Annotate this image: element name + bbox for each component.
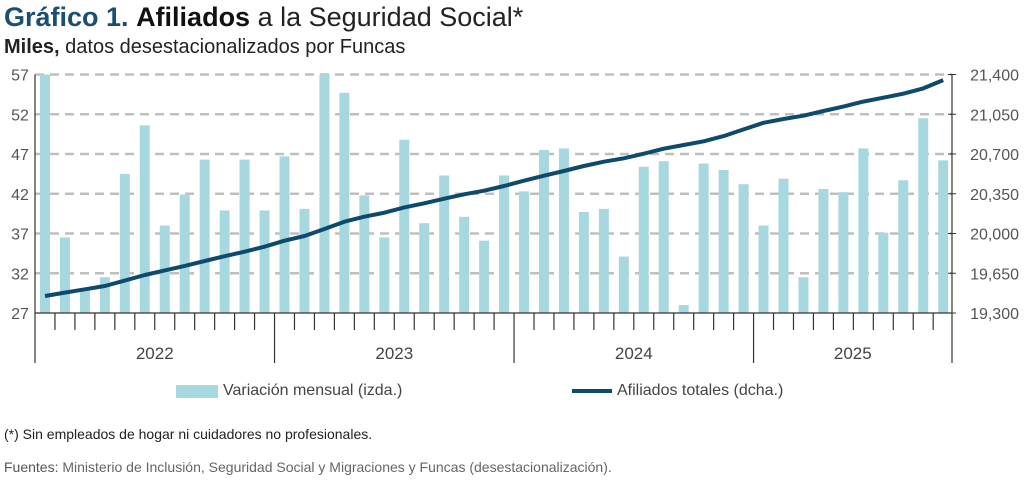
bar	[139, 125, 150, 313]
bar	[658, 161, 669, 313]
bar	[79, 289, 90, 313]
bar	[419, 223, 430, 313]
chart-subtitle-rest: datos desestacionalizados por Funcas	[65, 36, 406, 58]
footnote: (*) Sin empleados de hogar ni cuidadores…	[4, 426, 373, 442]
bar	[918, 118, 929, 313]
left-tick-label: 27	[11, 306, 29, 323]
left-tick-label: 37	[11, 227, 29, 244]
bar	[758, 225, 769, 313]
bar	[538, 150, 549, 313]
right-tick-label: 20,700	[970, 147, 1019, 164]
legend-item-line: Afiliados totales (dcha.)	[572, 382, 783, 400]
right-tick-label: 19,650	[970, 266, 1019, 283]
bar	[439, 175, 450, 313]
legend-swatch-line	[572, 389, 612, 393]
right-tick-label: 19,300	[970, 306, 1019, 323]
bar	[219, 210, 230, 313]
bar	[738, 184, 749, 313]
source-text: Ministerio de Inclusión, Seguridad Socia…	[58, 459, 612, 475]
bar	[778, 178, 789, 313]
bar	[698, 163, 709, 313]
bar	[359, 195, 370, 313]
bar	[199, 159, 210, 313]
bar	[678, 305, 689, 313]
bar-series	[39, 74, 949, 313]
legend-label-bars: Variación mensual (izda.)	[223, 382, 403, 399]
bar	[319, 74, 330, 313]
chart-title-rest: a la Seguridad Social*	[257, 2, 524, 32]
bar	[818, 188, 829, 313]
chart-subtitle: Miles, datos desestacionalizados por Fun…	[4, 34, 405, 60]
bar	[798, 277, 809, 313]
chart-title: Gráfico 1. Afiliados a la Seguridad Soci…	[4, 0, 523, 34]
bar	[179, 194, 190, 313]
left-tick-label: 42	[11, 187, 29, 204]
bar	[519, 191, 530, 313]
bar	[399, 139, 410, 313]
gridlines	[35, 73, 952, 275]
right-tick-label: 21,400	[970, 68, 1019, 85]
bar	[618, 256, 629, 313]
chart-title-number: Gráfico 1.	[4, 2, 129, 32]
chart-subtitle-unit: Miles,	[4, 36, 60, 58]
bar	[898, 180, 909, 313]
bar	[39, 74, 50, 313]
bar	[499, 175, 510, 313]
left-tick-label: 47	[11, 147, 29, 164]
bar	[558, 148, 569, 313]
left-axis-tick-labels: 57 52 47 42 37 32 27	[11, 68, 29, 324]
line-series	[44, 78, 944, 298]
year-label: 2025	[834, 344, 872, 363]
bar	[279, 156, 290, 313]
year-label: 2023	[375, 344, 413, 363]
bar	[259, 210, 270, 313]
bar	[119, 173, 130, 313]
legend-item-bars: Variación mensual (izda.)	[176, 382, 402, 400]
legend-swatch-bars	[176, 384, 218, 398]
bar	[838, 192, 849, 313]
bar	[59, 237, 70, 313]
bar	[379, 237, 390, 313]
source-label: Fuentes:	[4, 459, 59, 475]
bar	[99, 277, 110, 313]
x-axis: 2022 2023 2024 2025	[34, 313, 934, 363]
bar	[459, 216, 470, 313]
bar	[479, 240, 490, 313]
chart-title-bold: Afiliados	[136, 2, 251, 32]
bar	[938, 160, 949, 313]
right-axis-tick-labels: 21,400 21,050 20,700 20,350 20,000 19,650 19,3…	[970, 68, 1019, 324]
left-tick-label: 32	[11, 266, 29, 283]
bar	[578, 212, 589, 313]
year-label: 2024	[615, 344, 653, 363]
left-tick-label: 52	[11, 107, 29, 124]
right-tick-label: 20,350	[970, 187, 1019, 204]
axes	[34, 74, 956, 363]
bar	[598, 208, 609, 313]
bar	[858, 148, 869, 313]
bar	[718, 169, 729, 313]
bar	[878, 232, 889, 313]
right-tick-label: 21,050	[970, 107, 1019, 124]
bar	[239, 159, 250, 313]
bar	[638, 166, 649, 313]
right-tick-label: 20,000	[970, 227, 1019, 244]
legend: Variación mensual (izda.) Afiliados tota…	[0, 382, 1024, 406]
year-label: 2022	[136, 344, 174, 363]
bar	[299, 208, 310, 313]
left-tick-label: 57	[11, 68, 29, 85]
source-note: Fuentes: Ministerio de Inclusión, Seguri…	[4, 459, 612, 475]
legend-label-line: Afiliados totales (dcha.)	[617, 382, 784, 399]
bar	[339, 92, 350, 313]
line-afiliados-totales	[44, 78, 944, 298]
